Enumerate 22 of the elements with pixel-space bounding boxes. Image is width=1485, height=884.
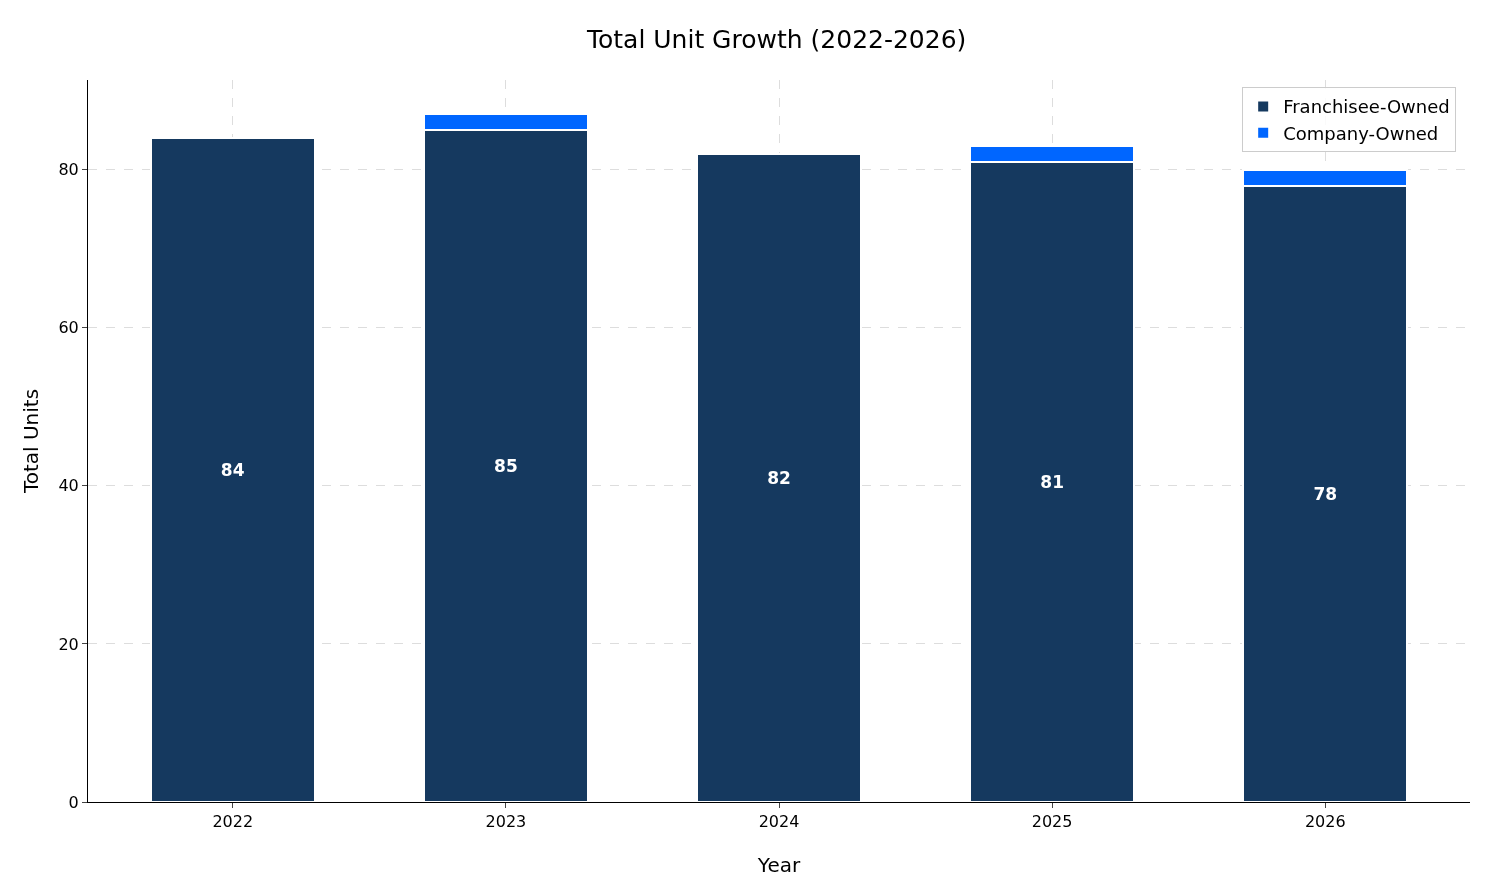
y-tick-label: 40 <box>58 476 79 496</box>
bar <box>696 152 862 802</box>
y-tick-label: 60 <box>58 318 79 338</box>
x-tick-label: 2022 <box>212 812 254 832</box>
x-tick-label: 2024 <box>758 812 800 832</box>
data-label: 81 <box>1040 471 1064 492</box>
data-label: 85 <box>494 456 518 477</box>
y-axis-title: Total Units <box>19 388 43 495</box>
chart-title: Total Unit Growth (2022-2026) <box>585 25 967 55</box>
y-tick-label: 80 <box>58 160 79 180</box>
x-axis-title: Year <box>756 853 801 877</box>
x-tick-label: 2023 <box>485 812 527 832</box>
y-tick-label: 0 <box>68 792 79 812</box>
x-tick-label: 2025 <box>1031 812 1073 832</box>
bar <box>149 137 316 802</box>
data-label: 82 <box>767 467 791 488</box>
legend-label: Franchisee-Owned <box>1283 96 1450 118</box>
data-label: 84 <box>220 460 245 481</box>
legend-label: Company-Owned <box>1283 122 1439 144</box>
x-tick-label: 2026 <box>1304 812 1346 832</box>
y-tick-label: 20 <box>58 634 79 654</box>
data-label: 78 <box>1313 483 1338 504</box>
